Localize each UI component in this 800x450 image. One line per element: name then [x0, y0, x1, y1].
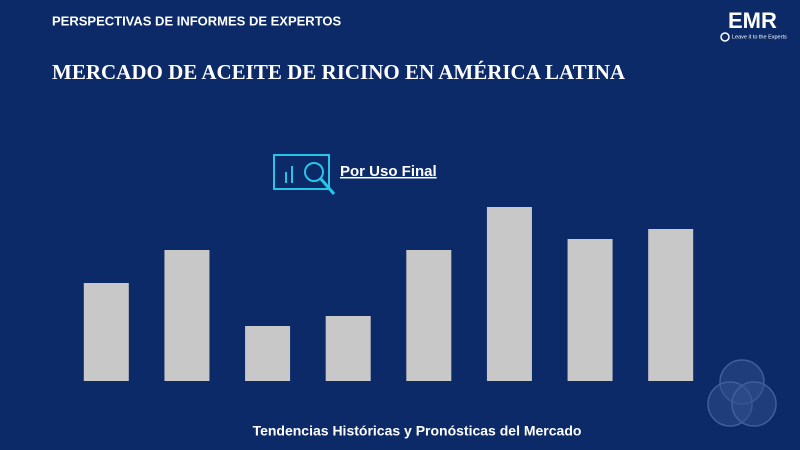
header: PERSPECTIVAS DE INFORMES DE EXPERTOS: [52, 13, 342, 28]
bar: [486, 207, 532, 381]
logo-tagline: Leave it to the Experts: [732, 34, 787, 40]
venn-decoration: [707, 359, 777, 427]
icon-lens: [304, 162, 324, 182]
subtitle: Por Uso Final: [340, 163, 437, 180]
icon-handle: [319, 178, 336, 195]
bar: [648, 229, 694, 381]
chart-title: MERCADO DE ACEITE DE RICINO EN AMÉRICA L…: [52, 60, 626, 84]
logo-icon: [720, 32, 730, 42]
subtitle-icon: [273, 154, 336, 195]
bar: [567, 239, 613, 381]
bar: [83, 283, 129, 381]
venn-circle: [719, 359, 765, 405]
logo-name: EMR: [728, 8, 777, 33]
bar: [406, 250, 452, 381]
bar: [325, 316, 371, 381]
bar: [245, 326, 291, 381]
logo: EMR Leave it to the Experts: [720, 8, 787, 42]
icon-frame: [273, 154, 330, 190]
caption: Tendencias Históricas y Pronósticas del …: [253, 423, 582, 439]
venn-circle: [707, 381, 753, 427]
venn-circle: [731, 381, 777, 427]
bar: [164, 250, 210, 381]
